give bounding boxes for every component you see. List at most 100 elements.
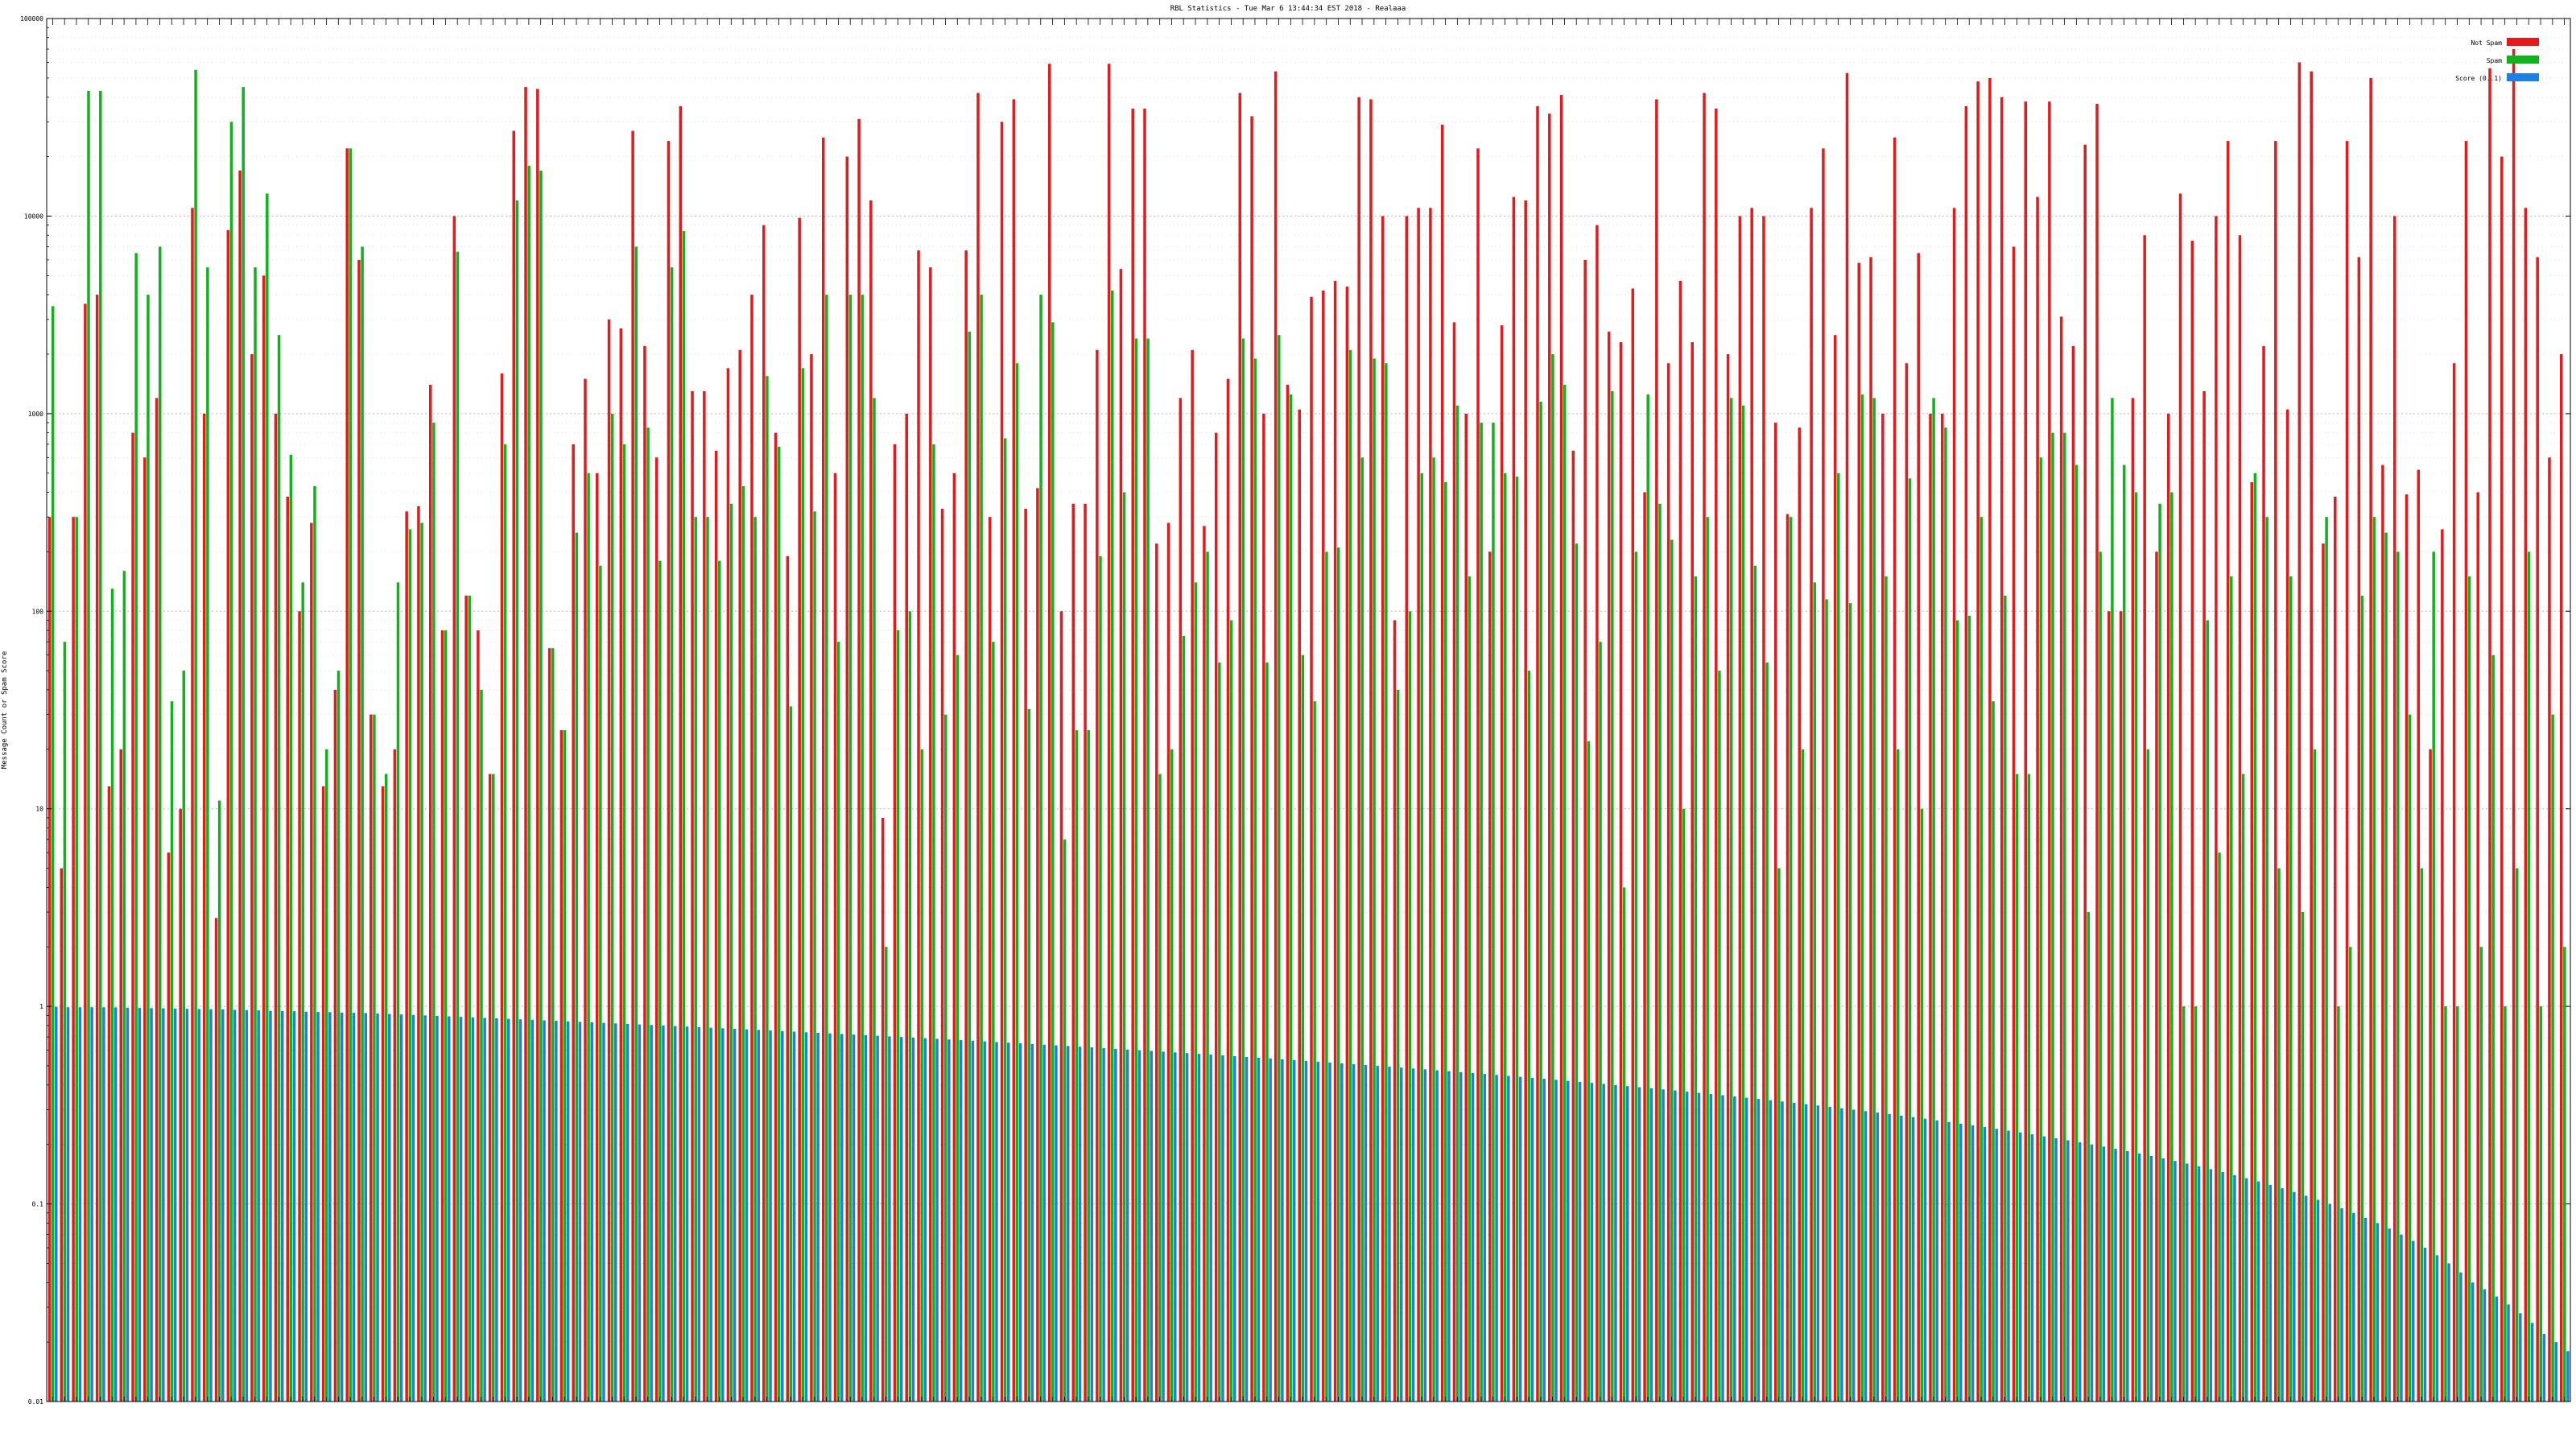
bar-not-spam xyxy=(512,130,516,1402)
bar-not-spam xyxy=(821,137,825,1402)
bar-spam xyxy=(1325,551,1328,1402)
bar-score-0-1 xyxy=(126,1007,130,1402)
bar-score-0-1 xyxy=(436,1015,439,1402)
bar-score-0-1 xyxy=(959,1040,963,1402)
bar-score-0-1 xyxy=(816,1032,819,1402)
bar-score-0-1 xyxy=(150,1008,153,1402)
bar-score-0-1 xyxy=(233,1009,237,1402)
bar-spam xyxy=(789,706,793,1402)
bar-spam xyxy=(1075,730,1079,1402)
bar-not-spam xyxy=(1036,488,1039,1402)
bar-score-0-1 xyxy=(638,1024,642,1402)
bar-spam xyxy=(1039,295,1042,1402)
bar-spam xyxy=(444,630,448,1402)
bar-spam xyxy=(563,730,567,1402)
bar-score-0-1 xyxy=(2542,1333,2546,1402)
bar-not-spam xyxy=(976,93,980,1402)
bar-spam xyxy=(2074,464,2079,1402)
bar-score-0-1 xyxy=(411,1014,415,1402)
bar-spam xyxy=(1848,603,1852,1402)
bar-spam xyxy=(992,642,995,1402)
legend-swatch xyxy=(2507,38,2539,46)
bar-spam xyxy=(432,423,436,1402)
bar-score-0-1 xyxy=(1185,1053,1189,1402)
bar-spam xyxy=(1051,322,1055,1402)
bar-spam xyxy=(1789,517,1793,1402)
y-tick-label: 100000 xyxy=(20,15,43,23)
bar-spam xyxy=(1336,547,1340,1402)
bar-not-spam xyxy=(262,275,266,1402)
bar-score-0-1 xyxy=(197,1009,200,1402)
bar-spam xyxy=(1455,405,1459,1402)
bar-not-spam xyxy=(1191,349,1194,1402)
bar-spam xyxy=(1646,394,1649,1402)
bar-spam xyxy=(2313,749,2317,1402)
bar-score-0-1 xyxy=(471,1017,475,1402)
bar-not-spam xyxy=(596,473,599,1402)
y-axis-label: Message Count or Spam Score xyxy=(1,651,9,769)
bar-not-spam xyxy=(1155,543,1158,1402)
bar-score-0-1 xyxy=(2363,1217,2368,1402)
bar-score-0-1 xyxy=(685,1026,689,1402)
bar-not-spam xyxy=(250,353,254,1402)
bar-not-spam xyxy=(488,774,492,1402)
bar-not-spam xyxy=(1536,105,1539,1402)
bar-score-0-1 xyxy=(1578,1081,1582,1402)
bar-not-spam xyxy=(1393,620,1397,1402)
bar-score-0-1 xyxy=(352,1013,356,1402)
bar-score-0-1 xyxy=(1328,1062,1331,1402)
bar-spam xyxy=(1992,701,1995,1402)
bar-score-0-1 xyxy=(2185,1163,2189,1402)
bar-spam xyxy=(1444,481,1447,1402)
bar-not-spam xyxy=(1583,259,1587,1402)
bar-score-0-1 xyxy=(2281,1188,2284,1402)
bar-score-0-1 xyxy=(864,1034,868,1402)
bar-not-spam xyxy=(2095,103,2099,1402)
bar-not-spam xyxy=(2524,208,2528,1402)
bar-not-spam xyxy=(869,200,873,1402)
bar-not-spam xyxy=(286,496,290,1402)
bar-score-0-1 xyxy=(566,1021,570,1402)
bar-score-0-1 xyxy=(292,1011,296,1402)
bar-not-spam xyxy=(1000,122,1004,1402)
bar-score-0-1 xyxy=(1221,1055,1224,1402)
bar-spam xyxy=(242,87,245,1402)
bar-score-0-1 xyxy=(483,1018,486,1402)
bar-score-0-1 xyxy=(1018,1043,1022,1402)
bar-spam xyxy=(1527,671,1531,1402)
bar-score-0-1 xyxy=(650,1025,653,1402)
bar-spam xyxy=(1265,663,1269,1402)
bar-score-0-1 xyxy=(316,1011,320,1402)
bar-spam xyxy=(2087,912,2091,1402)
bar-spam xyxy=(1777,868,1781,1402)
bar-score-0-1 xyxy=(1388,1067,1391,1402)
bar-not-spam xyxy=(179,808,182,1402)
bar-score-0-1 xyxy=(1114,1048,1117,1402)
bar-spam xyxy=(956,654,960,1402)
bar-score-0-1 xyxy=(2316,1199,2320,1402)
bar-not-spam xyxy=(2429,749,2432,1402)
bar-spam xyxy=(861,295,864,1402)
bar-not-spam xyxy=(2178,193,2182,1402)
bar-not-spam xyxy=(2119,611,2123,1402)
bar-score-0-1 xyxy=(2495,1296,2498,1402)
bar-not-spam xyxy=(2405,494,2409,1402)
bar-spam xyxy=(885,947,888,1402)
bar-spam xyxy=(134,253,138,1402)
bar-score-0-1 xyxy=(2090,1144,2094,1402)
bar-score-0-1 xyxy=(1602,1084,1605,1402)
bar-not-spam xyxy=(1357,97,1360,1402)
bar-score-0-1 xyxy=(2507,1304,2510,1402)
bar-score-0-1 xyxy=(162,1008,165,1402)
bar-spam xyxy=(1908,478,1912,1402)
bar-not-spam xyxy=(2345,141,2349,1402)
bar-score-0-1 xyxy=(1030,1043,1034,1402)
bar-score-0-1 xyxy=(1281,1059,1284,1402)
bar-not-spam xyxy=(2071,345,2075,1402)
bar-score-0-1 xyxy=(269,1010,272,1402)
bar-score-0-1 xyxy=(280,1010,284,1402)
bar-not-spam xyxy=(2488,68,2491,1402)
bar-not-spam xyxy=(786,555,790,1402)
bar-spam xyxy=(480,689,483,1402)
bar-score-0-1 xyxy=(328,1012,332,1402)
